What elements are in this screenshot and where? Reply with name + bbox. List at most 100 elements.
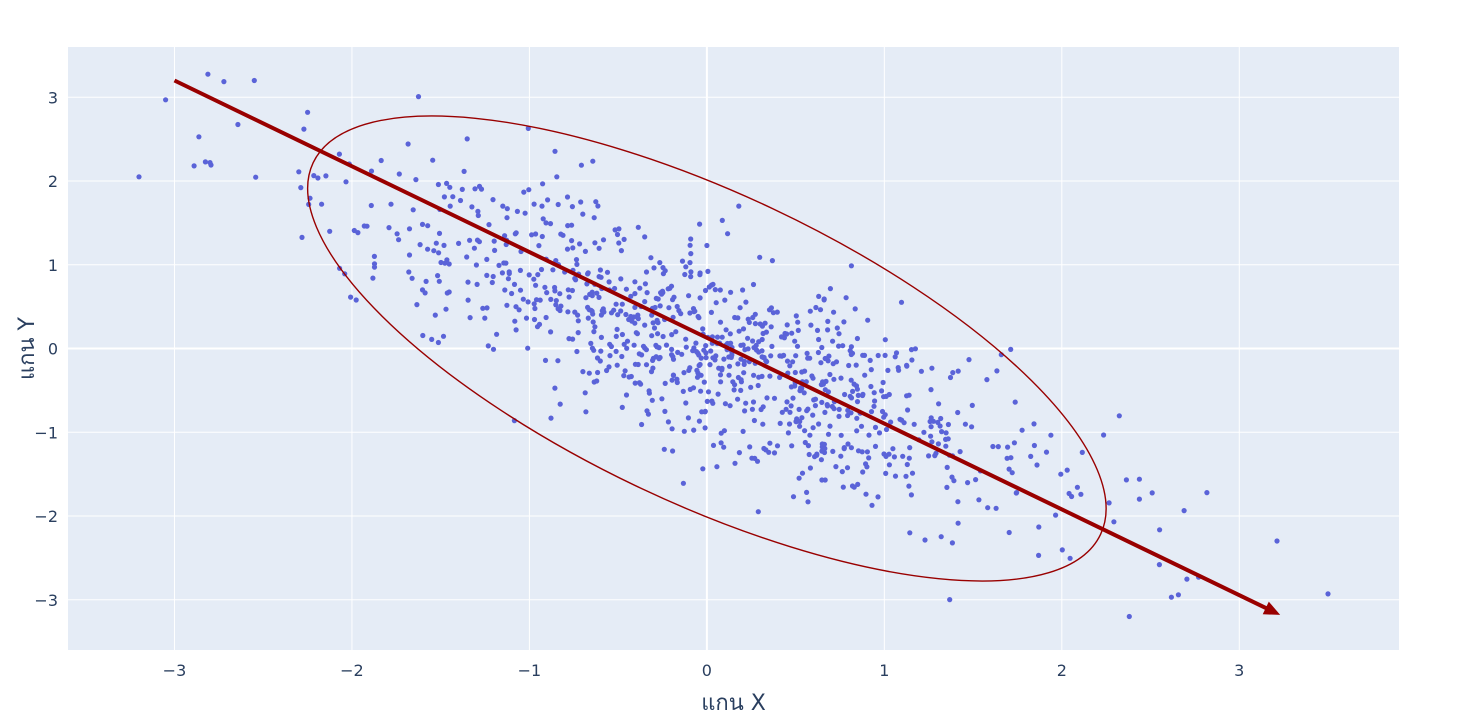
- scatter-point: [207, 160, 213, 166]
- scatter-point: [606, 279, 612, 285]
- scatter-point: [807, 308, 813, 314]
- scatter-point: [771, 450, 778, 456]
- scatter-point: [681, 370, 687, 376]
- scatter-point: [906, 455, 912, 461]
- scatter-point: [929, 365, 935, 371]
- scatter-point: [441, 194, 447, 200]
- scatter-point: [583, 409, 589, 415]
- scatter-point: [722, 297, 728, 303]
- scatter-point: [604, 269, 611, 275]
- scatter-point: [708, 282, 715, 288]
- y-tick-labels: −3 −2 −1 0 1 2 3: [34, 88, 58, 610]
- scatter-point: [671, 294, 677, 300]
- scatter-point: [577, 241, 583, 247]
- scatter-point: [693, 340, 699, 346]
- scatter-point: [643, 269, 650, 275]
- scatter-point: [690, 348, 696, 354]
- scatter-point: [655, 331, 661, 337]
- scatter-point: [928, 415, 934, 421]
- scatter-point: [1028, 453, 1034, 459]
- scatter-point: [861, 352, 868, 358]
- scatter-point: [525, 345, 531, 351]
- scatter-point: [831, 376, 837, 382]
- scatter-point: [560, 232, 566, 238]
- scatter-point: [531, 201, 537, 207]
- scatter-point: [652, 304, 658, 311]
- scatter-point: [863, 491, 869, 497]
- scatter-point: [962, 421, 969, 427]
- scatter-point: [595, 203, 601, 209]
- scatter-point: [707, 362, 713, 368]
- scatter-point: [686, 293, 692, 299]
- scatter-point: [732, 460, 738, 466]
- scatter-point: [465, 297, 471, 303]
- scatter-point: [719, 334, 725, 340]
- scatter-point: [1116, 413, 1122, 419]
- scatter-point: [845, 441, 851, 447]
- scatter-point: [921, 429, 927, 435]
- scatter-point: [598, 334, 605, 340]
- scatter-point: [854, 415, 860, 421]
- scatter-point: [564, 194, 571, 200]
- scatter-point: [503, 260, 509, 266]
- scatter-point: [751, 417, 758, 424]
- scatter-point: [928, 424, 934, 430]
- scatter-point: [799, 470, 806, 476]
- scatter-point: [750, 338, 756, 344]
- scatter-point: [569, 222, 575, 228]
- scatter-point: [539, 233, 545, 240]
- scatter-point: [1066, 490, 1072, 497]
- scatter-point: [938, 534, 944, 540]
- scatter-point: [475, 212, 481, 219]
- scatter-point: [818, 457, 825, 463]
- scatter-point: [590, 319, 596, 325]
- scatter-point: [490, 197, 496, 203]
- scatter-point: [202, 159, 208, 165]
- scatter-point: [1157, 527, 1163, 533]
- y-axis-title: แกน Y: [15, 316, 40, 380]
- scatter-point: [819, 344, 825, 351]
- scatter-point: [949, 540, 956, 546]
- scatter-point: [1009, 470, 1015, 476]
- scatter-point: [531, 276, 537, 282]
- x-tick-label: 2: [1057, 661, 1067, 680]
- scatter-point: [613, 301, 619, 307]
- scatter-point: [682, 271, 688, 278]
- scatter-point: [966, 357, 972, 363]
- scatter-point: [868, 409, 875, 415]
- scatter-point: [566, 294, 572, 300]
- scatter-point: [668, 283, 675, 289]
- scatter-point: [660, 333, 666, 340]
- scatter-point: [512, 318, 518, 324]
- scatter-point: [855, 392, 861, 398]
- scatter-point: [838, 453, 844, 459]
- scatter-point: [792, 338, 798, 344]
- scatter-point: [969, 424, 975, 430]
- scatter-point: [163, 97, 169, 103]
- scatter-point: [918, 368, 925, 374]
- scatter-point: [235, 121, 241, 128]
- scatter-point: [947, 597, 953, 603]
- scatter-point: [680, 480, 687, 486]
- scatter-point: [691, 427, 697, 433]
- scatter-point: [492, 247, 498, 253]
- scatter-point: [635, 361, 641, 368]
- scatter-point: [548, 329, 554, 335]
- scatter-point: [490, 346, 497, 352]
- scatter-point: [406, 269, 412, 275]
- scatter-point: [860, 391, 866, 397]
- scatter-point: [624, 338, 631, 344]
- scatter-point: [1011, 440, 1018, 446]
- scatter-point: [804, 408, 810, 414]
- scatter-point: [504, 215, 510, 221]
- scatter-point: [718, 379, 724, 385]
- scatter-point: [505, 276, 511, 282]
- scatter-point: [712, 287, 718, 293]
- scatter-point: [810, 412, 816, 418]
- scatter-point: [955, 499, 961, 505]
- scatter-point: [829, 403, 835, 410]
- scatter-point: [933, 450, 939, 456]
- scatter-point: [742, 408, 748, 414]
- scatter-point: [793, 419, 799, 425]
- scatter-point: [632, 279, 638, 285]
